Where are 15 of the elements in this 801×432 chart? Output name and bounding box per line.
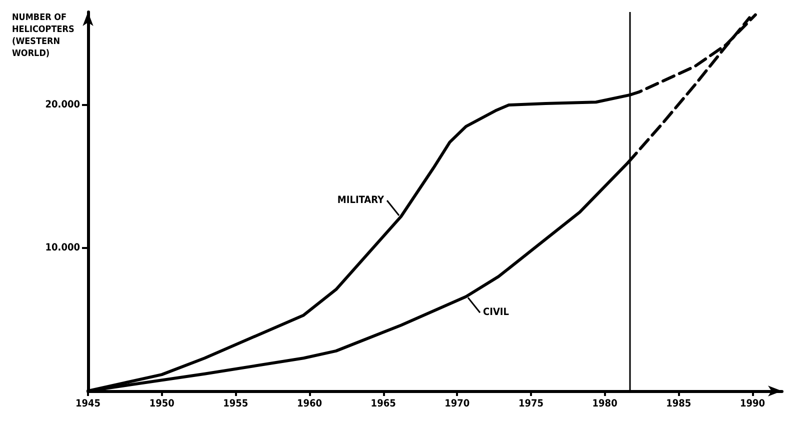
x-tick-label: 1970 (444, 398, 470, 410)
series-label: CIVIL (483, 307, 510, 318)
y-axis-title: NUMBER OF HELICOPTERS (WESTERN WORLD) (12, 13, 75, 59)
x-tick-label: 1950 (149, 398, 174, 410)
x-tick-label: 1965 (370, 398, 396, 410)
x-tick-label: 1985 (666, 398, 692, 410)
x-tick-label: 1990 (740, 398, 765, 410)
x-tick-label: 1945 (75, 398, 101, 410)
x-tick-label: 1960 (296, 398, 322, 410)
x-tick-label: 1975 (518, 398, 544, 410)
y-tick-label: 20.000 (45, 99, 80, 110)
y-tick-label: 10.000 (45, 242, 80, 254)
x-tick-label: 1980 (592, 398, 618, 410)
series-label: MILITARY (337, 195, 385, 206)
x-tick-label: 1955 (223, 398, 248, 410)
